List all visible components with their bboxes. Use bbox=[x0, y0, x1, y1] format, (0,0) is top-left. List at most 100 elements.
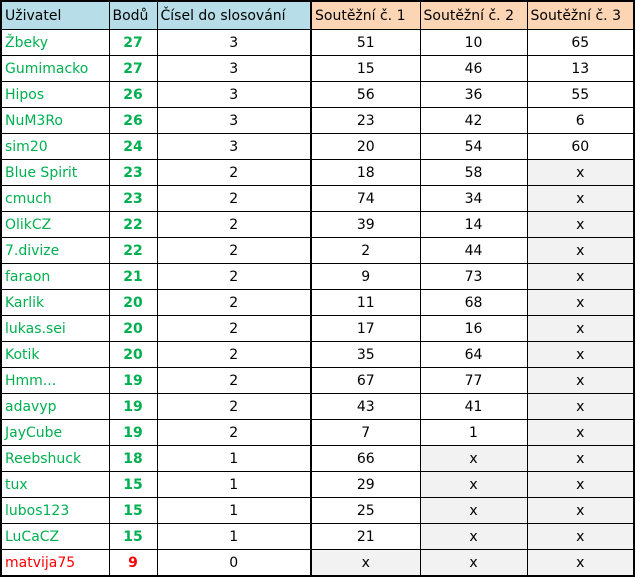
contest-2-cell: x bbox=[419, 549, 528, 577]
contest-1-cell: 66 bbox=[310, 445, 421, 472]
contest-1-cell: 29 bbox=[310, 471, 421, 498]
contest-2-cell: 68 bbox=[419, 289, 528, 316]
points-cell: 20 bbox=[108, 315, 158, 342]
table-row: cmuch 23 2 74 34 x bbox=[0, 185, 635, 212]
table-row: Žbeky 27 3 51 10 65 bbox=[0, 29, 635, 56]
contest-2-cell: 10 bbox=[419, 29, 528, 56]
contest-3-cell: x bbox=[526, 497, 635, 524]
contest-3-cell: x bbox=[526, 211, 635, 238]
contest-2-cell: 36 bbox=[419, 81, 528, 108]
points-cell: 20 bbox=[108, 289, 158, 316]
draws-cell: 2 bbox=[156, 367, 312, 394]
header-contest-2: Soutěžní č. 2 bbox=[419, 0, 528, 30]
contest-3-cell: x bbox=[526, 523, 635, 550]
header-contest-3: Soutěžní č. 3 bbox=[526, 0, 635, 30]
points-cell: 22 bbox=[108, 237, 158, 264]
header-points: Bodů bbox=[108, 0, 158, 30]
contest-3-cell: x bbox=[526, 315, 635, 342]
contest-3-cell: 6 bbox=[526, 107, 635, 134]
draws-cell: 3 bbox=[156, 81, 312, 108]
user-cell: adavyp bbox=[0, 393, 110, 420]
contest-2-cell: 41 bbox=[419, 393, 528, 420]
contest-3-cell: x bbox=[526, 185, 635, 212]
table-row: Kotik 20 2 35 64 x bbox=[0, 341, 635, 368]
table-row: LuCaCZ 15 1 21 x x bbox=[0, 523, 635, 550]
table-row: Karlik 20 2 11 68 x bbox=[0, 289, 635, 316]
table-row: lubos123 15 1 25 x x bbox=[0, 497, 635, 524]
draws-cell: 2 bbox=[156, 237, 312, 264]
contest-3-cell: x bbox=[526, 367, 635, 394]
draws-cell: 2 bbox=[156, 341, 312, 368]
table-row: NuM3Ro 26 3 23 42 6 bbox=[0, 107, 635, 134]
contest-2-cell: x bbox=[419, 497, 528, 524]
user-cell: Hmm... bbox=[0, 367, 110, 394]
points-cell: 19 bbox=[108, 367, 158, 394]
table-row: OlikCZ 22 2 39 14 x bbox=[0, 211, 635, 238]
contest-1-cell: 43 bbox=[310, 393, 421, 420]
contest-2-cell: 1 bbox=[419, 419, 528, 446]
contest-2-cell: 34 bbox=[419, 185, 528, 212]
table-row: lukas.sei 20 2 17 16 x bbox=[0, 315, 635, 342]
contest-2-cell: 14 bbox=[419, 211, 528, 238]
points-cell: 27 bbox=[108, 55, 158, 82]
contest-1-cell: 11 bbox=[310, 289, 421, 316]
user-cell: lukas.sei bbox=[0, 315, 110, 342]
table-row: tux 15 1 29 x x bbox=[0, 471, 635, 498]
header-contest-1: Soutěžní č. 1 bbox=[310, 0, 421, 30]
table-row: Gumimacko 27 3 15 46 13 bbox=[0, 55, 635, 82]
contest-3-cell: x bbox=[526, 419, 635, 446]
contest-1-cell: 9 bbox=[310, 263, 421, 290]
user-cell: tux bbox=[0, 471, 110, 498]
contest-1-cell: 25 bbox=[310, 497, 421, 524]
contest-2-cell: x bbox=[419, 471, 528, 498]
contest-3-cell: x bbox=[526, 289, 635, 316]
table-row: faraon 21 2 9 73 x bbox=[0, 263, 635, 290]
contest-3-cell: x bbox=[526, 471, 635, 498]
table-row: Hmm... 19 2 67 77 x bbox=[0, 367, 635, 394]
user-cell: Hipos bbox=[0, 81, 110, 108]
draws-cell: 1 bbox=[156, 471, 312, 498]
contest-1-cell: 20 bbox=[310, 133, 421, 160]
table-row: sim20 24 3 20 54 60 bbox=[0, 133, 635, 160]
user-cell: LuCaCZ bbox=[0, 523, 110, 550]
points-cell: 26 bbox=[108, 107, 158, 134]
points-cell: 15 bbox=[108, 471, 158, 498]
contest-1-cell: 21 bbox=[310, 523, 421, 550]
table-row: 7.divize 22 2 2 44 x bbox=[0, 237, 635, 264]
contest-1-cell: 2 bbox=[310, 237, 421, 264]
draws-cell: 2 bbox=[156, 185, 312, 212]
contest-2-cell: 16 bbox=[419, 315, 528, 342]
contest-2-cell: 58 bbox=[419, 159, 528, 186]
contest-1-cell: 15 bbox=[310, 55, 421, 82]
contest-1-cell: 35 bbox=[310, 341, 421, 368]
draws-cell: 2 bbox=[156, 159, 312, 186]
draws-cell: 1 bbox=[156, 497, 312, 524]
table-row: Blue Spirit 23 2 18 58 x bbox=[0, 159, 635, 186]
contest-2-cell: 44 bbox=[419, 237, 528, 264]
points-cell: 9 bbox=[108, 549, 158, 577]
user-cell: 7.divize bbox=[0, 237, 110, 264]
table-row: JayCube 19 2 7 1 x bbox=[0, 419, 635, 446]
user-cell: cmuch bbox=[0, 185, 110, 212]
draws-cell: 1 bbox=[156, 523, 312, 550]
draws-cell: 2 bbox=[156, 289, 312, 316]
points-cell: 24 bbox=[108, 133, 158, 160]
header-draws: Čísel do slosování bbox=[156, 0, 312, 30]
contest-1-cell: x bbox=[310, 549, 421, 577]
contest-2-cell: 42 bbox=[419, 107, 528, 134]
table-body: Žbeky 27 3 51 10 65 Gumimacko 27 3 15 46 13 Hipos 26 3… bbox=[0, 29, 635, 577]
contest-2-cell: 54 bbox=[419, 133, 528, 160]
contest-2-cell: 77 bbox=[419, 367, 528, 394]
user-cell: Reebshuck bbox=[0, 445, 110, 472]
user-cell: sim20 bbox=[0, 133, 110, 160]
user-cell: Gumimacko bbox=[0, 55, 110, 82]
draws-cell: 2 bbox=[156, 419, 312, 446]
points-cell: 15 bbox=[108, 523, 158, 550]
points-cell: 26 bbox=[108, 81, 158, 108]
user-cell: JayCube bbox=[0, 419, 110, 446]
contest-2-cell: 64 bbox=[419, 341, 528, 368]
draws-cell: 3 bbox=[156, 133, 312, 160]
user-cell: Karlik bbox=[0, 289, 110, 316]
contest-2-cell: 73 bbox=[419, 263, 528, 290]
user-cell: faraon bbox=[0, 263, 110, 290]
